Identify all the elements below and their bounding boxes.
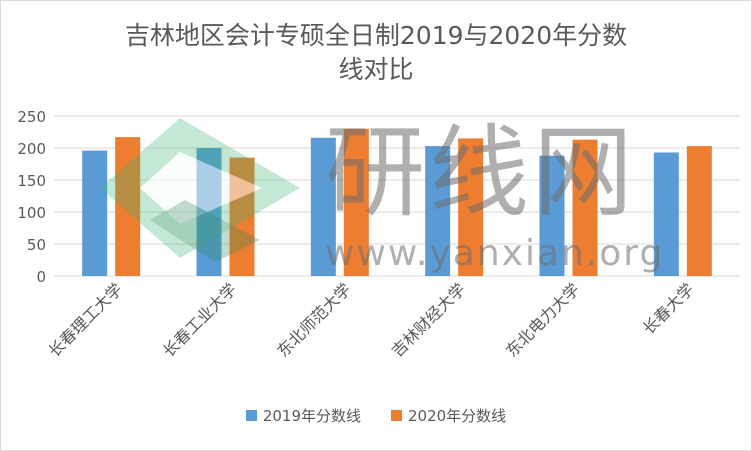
watermark-logo — [100, 118, 300, 262]
x-tick-label: 东北电力大学 — [502, 279, 583, 360]
bar-2019 — [653, 152, 679, 276]
bar-2020 — [686, 146, 712, 276]
y-tick-label: 250 — [17, 108, 46, 126]
x-tick-label: 东北师范大学 — [273, 279, 354, 360]
bar-2019 — [310, 137, 336, 276]
grid-lines — [54, 115, 740, 277]
bar-2020 — [458, 138, 484, 276]
bars — [82, 128, 712, 276]
bar-2020 — [572, 139, 598, 276]
legend-swatch-2019 — [245, 410, 257, 421]
x-tick-label: 长春工业大学 — [159, 279, 240, 360]
y-tick-label: 150 — [17, 172, 46, 190]
x-tick-label: 长春大学 — [639, 279, 698, 338]
y-tick-label: 100 — [17, 204, 46, 222]
bar-2020 — [343, 128, 369, 276]
legend-label-2020: 2020年分数线 — [408, 407, 507, 425]
bar-2020 — [229, 157, 255, 276]
y-axis-ticks: 0 50 100 150 200 250 — [17, 108, 46, 286]
bar-2019 — [539, 155, 565, 276]
bar-2019 — [82, 150, 108, 276]
bar-2019 — [425, 146, 451, 276]
legend-label-2019: 2019年分数线 — [262, 407, 361, 425]
y-tick-label: 0 — [36, 268, 46, 286]
chart-title-line1: 吉林地区会计专硕全日制2019与2020年分数 — [124, 21, 628, 50]
bar-2019 — [196, 148, 222, 276]
legend-item-2019: 2019年分数线 — [245, 405, 361, 426]
x-axis-ticks: 长春理工大学 长春工业大学 东北师范大学 吉林财经大学 东北电力大学 长春大学 — [45, 279, 698, 360]
y-tick-label: 200 — [17, 140, 46, 158]
chart-title-line2: 线对比 — [338, 55, 414, 84]
bar-2020 — [115, 137, 141, 276]
legend-swatch-2020 — [391, 410, 402, 421]
chart-legend: 2019年分数线 2020年分数线 — [0, 405, 752, 426]
legend-item-2020: 2020年分数线 — [391, 405, 506, 426]
x-tick-label: 吉林财经大学 — [388, 279, 469, 360]
y-tick-label: 50 — [27, 236, 46, 254]
x-tick-label: 长春理工大学 — [45, 279, 126, 360]
